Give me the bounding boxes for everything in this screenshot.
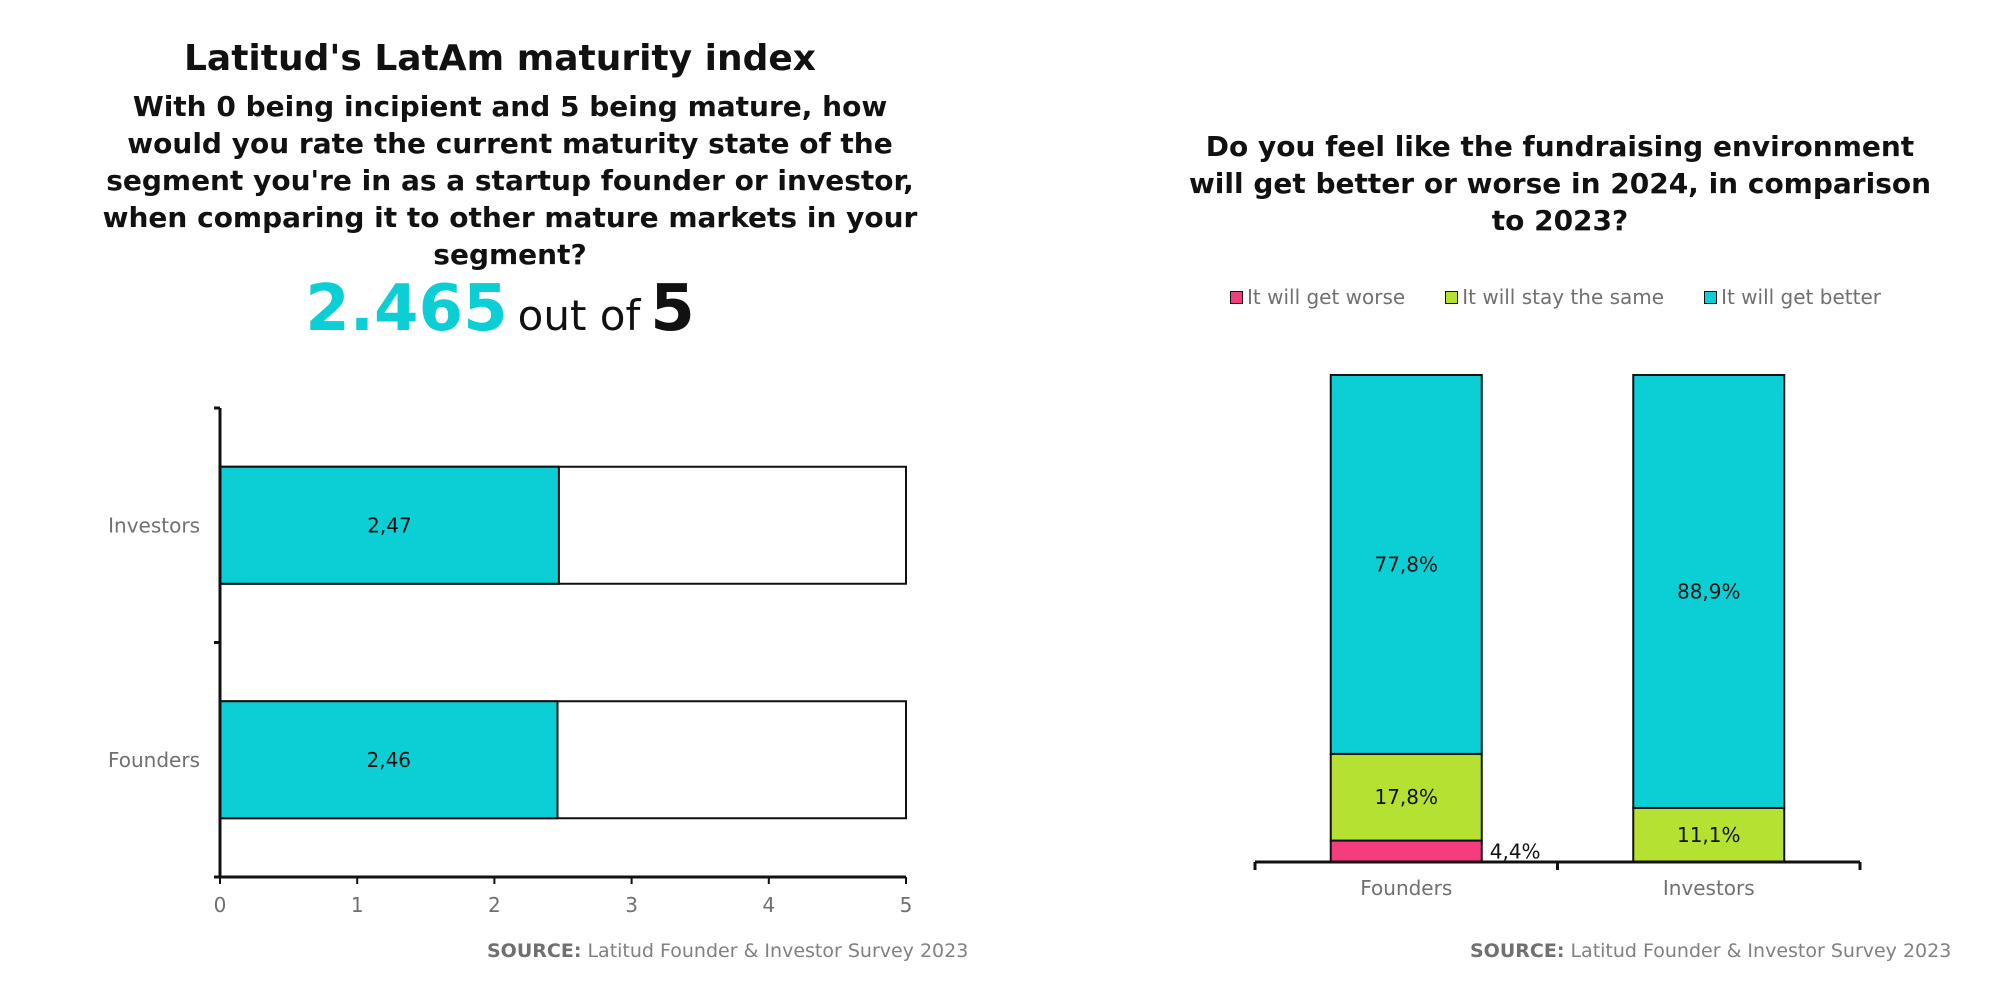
maturity-question: With 0 being incipient and 5 being matur… (102, 90, 918, 271)
score-out-of: out of (517, 291, 641, 340)
legend-item: It will get worse (1230, 285, 1405, 309)
maturity-bar-chart: 2,47 Investors 2,46 Founders 0 1 2 3 4 5 (108, 406, 913, 917)
score-value: 2.465 (305, 272, 508, 346)
x-tick-label: 1 (351, 893, 364, 917)
left-source-text: Latitud Founder & Investor Survey 2023 (587, 940, 969, 962)
data-label: 77,8% (1374, 552, 1438, 576)
category-label: Founders (108, 748, 200, 772)
left-source-label: SOURCE: (487, 940, 582, 962)
x-tick-label: 3 (625, 893, 638, 917)
bar-segment (1329, 752, 1483, 842)
right-source: SOURCE: Latitud Founder & Investor Surve… (1470, 940, 1951, 962)
legend-swatch (1445, 290, 1459, 304)
bar (219, 465, 560, 585)
fundraising-bar-chart: 4,4% 17,8% 77,8% Founders 11,1% 88,9% Investor… (1253, 374, 1862, 900)
maturity-title: Latitud's LatAm maturity index (183, 38, 817, 79)
maturity-score: 2.465 out of 5 (0, 272, 1000, 346)
x-tick-label: 2 (488, 893, 501, 917)
right-source-text: Latitud Founder & Investor Survey 2023 (1570, 940, 1952, 962)
x-tick-label: 0 (214, 893, 227, 917)
category-label: Investors (1663, 876, 1755, 900)
bar-segment (1632, 374, 1786, 809)
legend-swatch (1704, 290, 1718, 304)
data-label: 17,8% (1374, 785, 1438, 809)
bar (219, 700, 559, 820)
bar-segment (1329, 374, 1483, 755)
legend-label: It will stay the same (1462, 285, 1665, 309)
x-tick-label: 4 (762, 893, 775, 917)
fundraising-legend: It will get worse It will stay the same It… (1230, 285, 1881, 309)
legend-label: It will get better (1721, 285, 1881, 309)
data-label: 2,46 (366, 748, 411, 772)
legend-item: It will get better (1704, 285, 1881, 309)
category-label: Investors (108, 513, 200, 537)
data-label: 11,1% (1677, 823, 1741, 847)
legend-swatch (1230, 290, 1243, 304)
maturity-index-panel: Latitud's LatAm maturity index With 0 be… (0, 38, 1000, 962)
legend-label: It will get worse (1247, 285, 1406, 309)
data-label: 2,47 (367, 513, 412, 537)
score-max: 5 (650, 272, 695, 346)
fundraising-question: Do you feel like the fundraising environ… (1188, 130, 1932, 237)
left-source: SOURCE: Latitud Founder & Investor Surve… (487, 940, 968, 962)
category-label: Founders (1360, 876, 1452, 900)
legend-item: It will stay the same (1445, 285, 1664, 309)
fundraising-panel: Do you feel like the fundraising environ… (1180, 0, 2000, 1000)
bar-segment (1329, 839, 1483, 864)
right-source-label: SOURCE: (1470, 940, 1565, 962)
x-tick-label: 5 (900, 893, 913, 917)
data-label: 4,4% (1490, 839, 1541, 863)
data-label: 88,9% (1677, 579, 1741, 603)
